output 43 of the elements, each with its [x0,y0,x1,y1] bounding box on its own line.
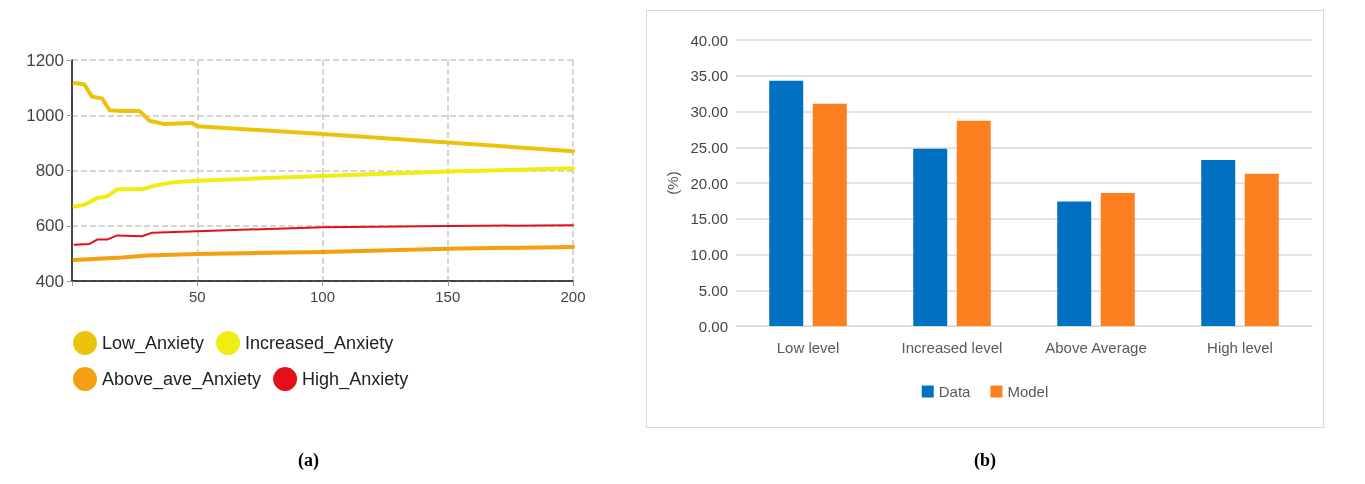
bar [1100,193,1135,326]
legend-label: Model [1007,383,1049,400]
bar [1244,173,1279,326]
y-tick-label: 1000 [26,105,64,125]
x-tick-label: 200 [560,288,586,305]
legend-label: High_Anxiety [302,369,409,390]
y-tick-label: 20.00 [690,174,728,192]
y-tick-label: 0.00 [698,317,728,335]
y-tick-label: 10.00 [690,246,728,263]
text: (a) [298,450,319,471]
y-tick-label: 25.00 [690,138,728,156]
y-tick-label: 600 [35,216,64,236]
line-series [72,166,575,209]
x-tick-label: 100 [309,288,336,305]
line-series [72,245,575,263]
text: (b) [974,450,996,471]
line-series [72,80,575,154]
y-tick-label: 400 [35,271,64,291]
bar [1201,160,1236,326]
y-tick-label: 30.00 [690,103,728,120]
bar [769,80,804,326]
x-tick-label: High level [1207,339,1273,356]
y-tick-label: 1200 [26,50,64,70]
line-series [73,224,574,246]
bar [913,148,948,326]
x-tick-label: 50 [188,288,206,305]
y-tick-label: 35.00 [690,67,728,85]
x-tick-label: 150 [435,288,461,305]
legend-label: Low_Anxiety [102,333,205,354]
legend-label: Increased_Anxiety [245,333,394,354]
y-tick-label: 40.00 [690,31,728,49]
y-tick-label: 5.00 [698,281,728,299]
bar [1057,201,1092,326]
bar [956,120,991,326]
x-tick-label: Above Average [1045,339,1147,356]
y-tick-label: 15.00 [690,210,728,228]
y-axis-title: (%) [663,171,681,195]
bar [812,103,847,326]
legend-label: Above_ave_Anxiety [102,369,262,390]
legend-label: Data [938,383,972,400]
y-tick-label: 800 [35,161,64,180]
x-tick-label: Increased level [901,339,1003,356]
x-tick-label: Low level [776,339,840,356]
